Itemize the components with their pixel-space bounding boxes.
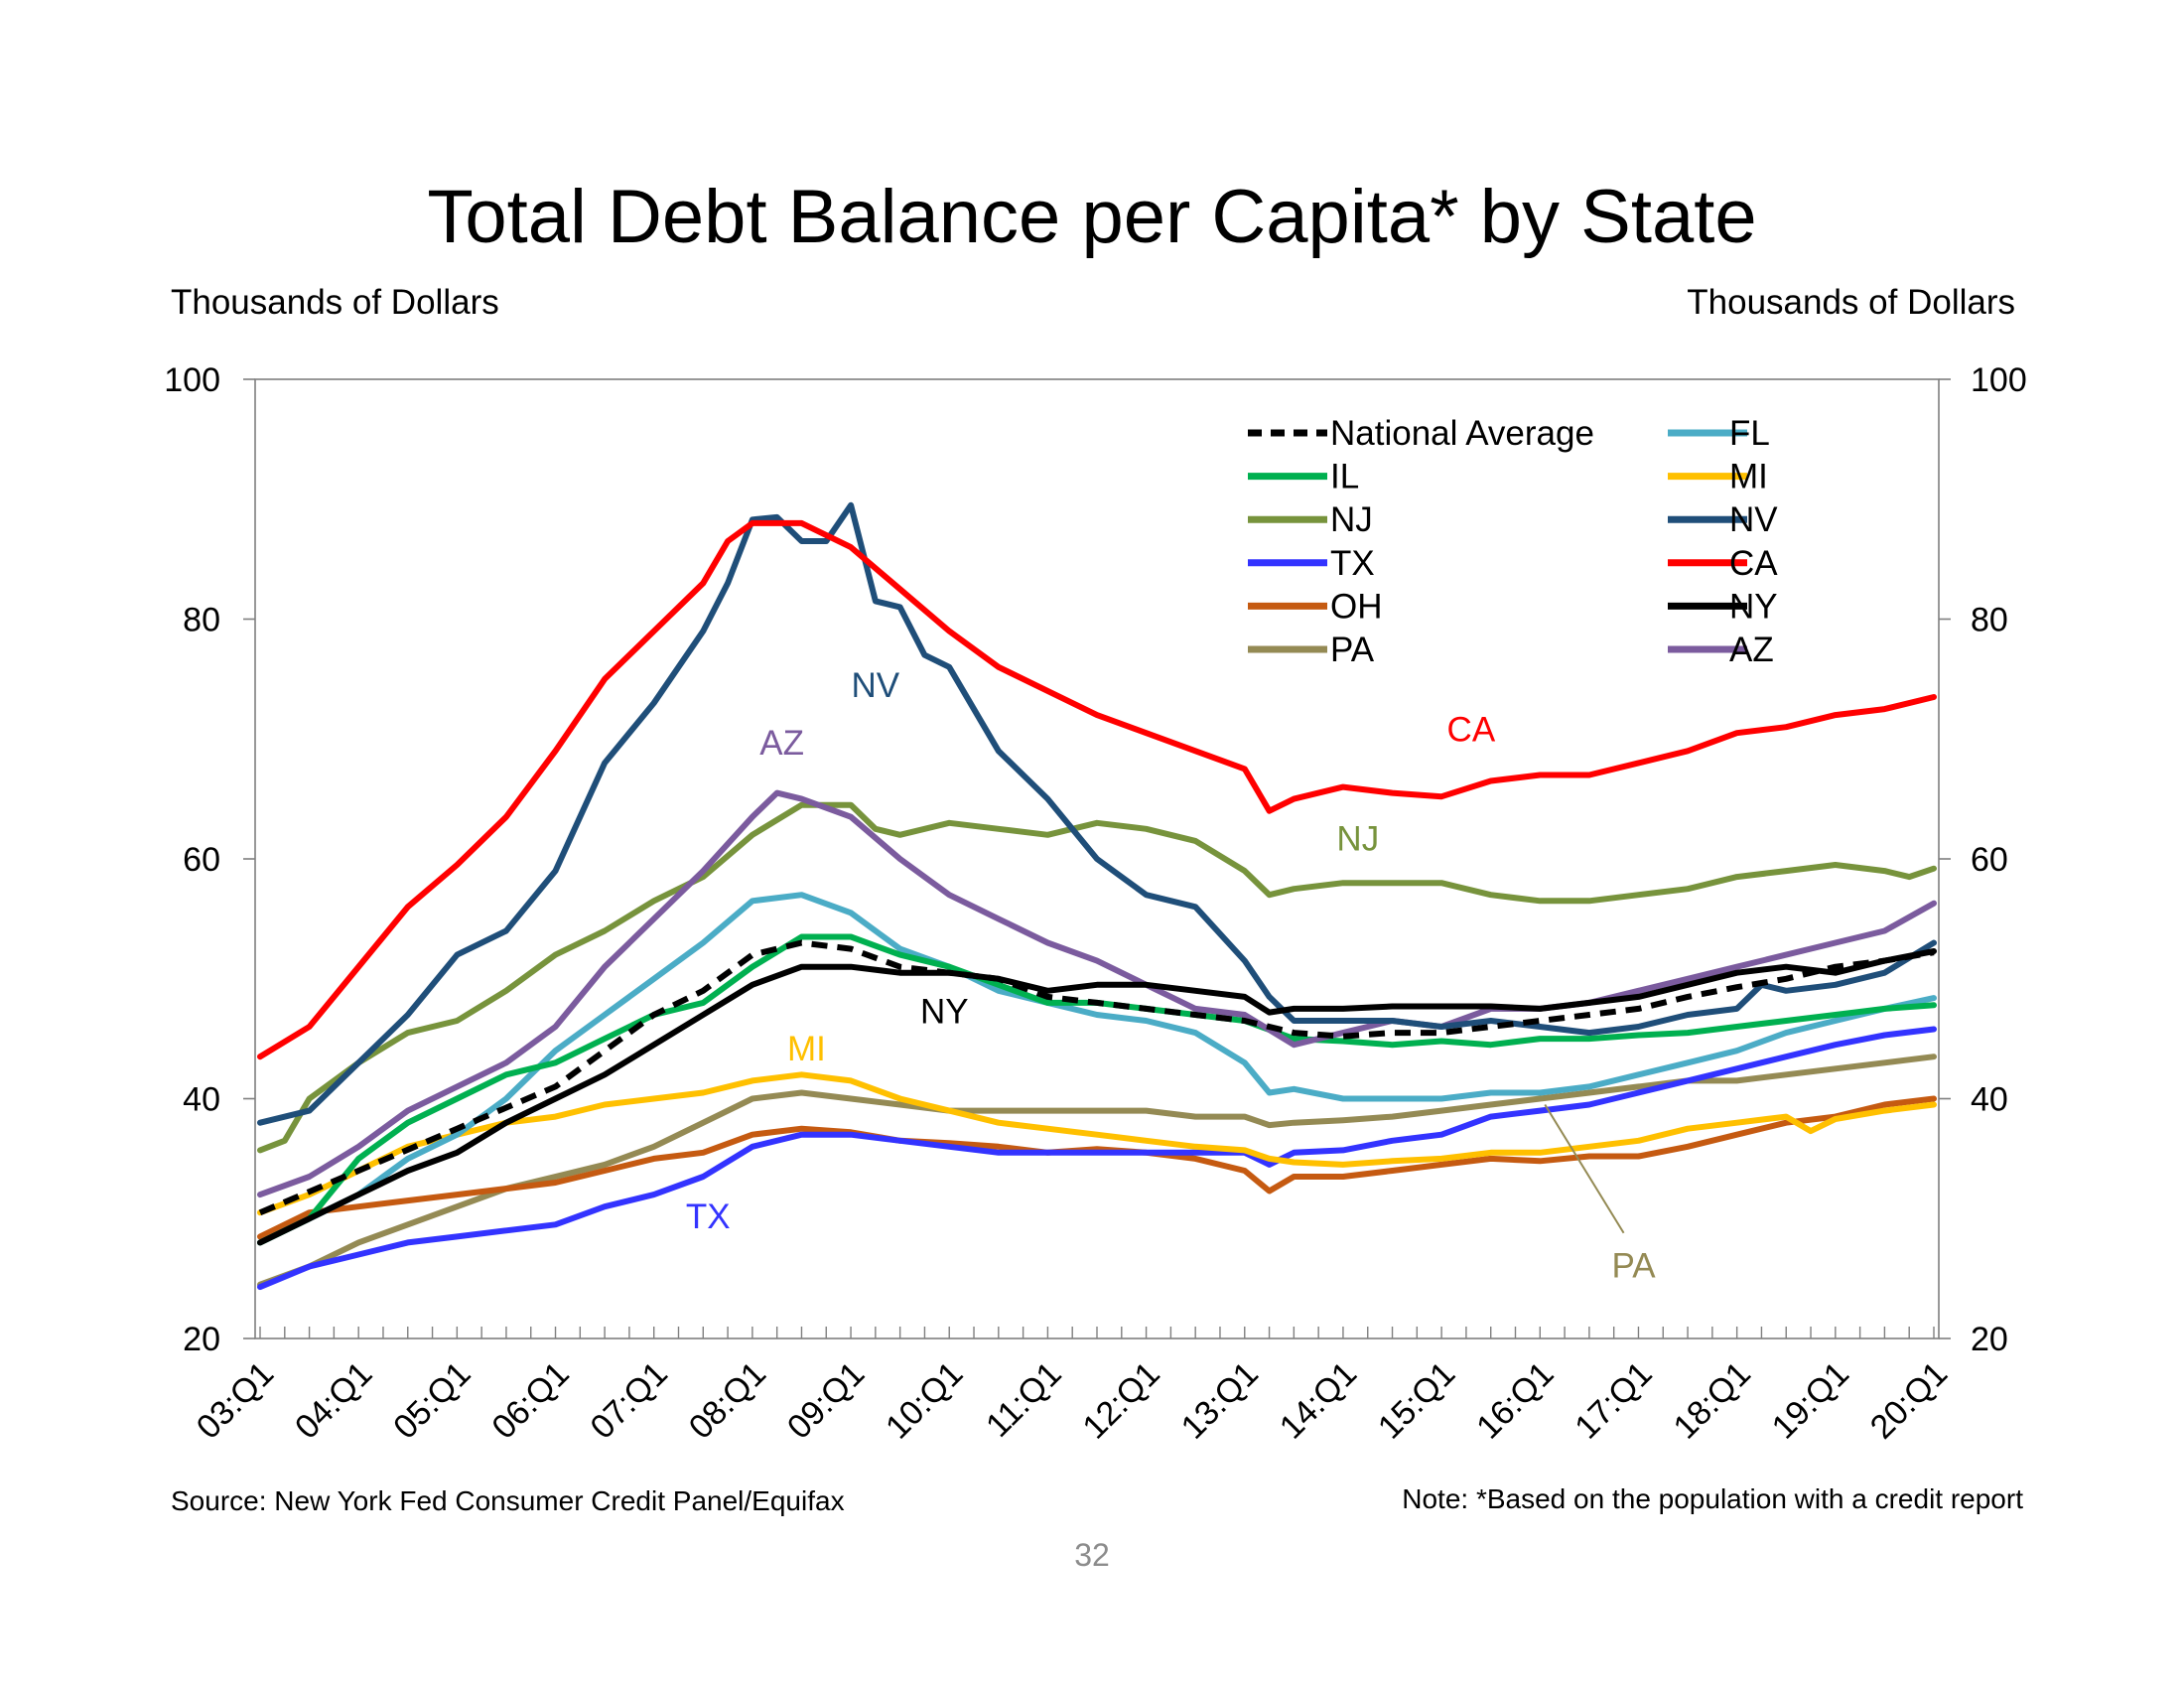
series-annotation-mi: MI	[787, 1030, 826, 1068]
y-axis-unit-right: Thousands of Dollars	[1687, 283, 2015, 322]
series-annotation-ny: NY	[920, 992, 969, 1031]
legend-label-ny: NY	[1729, 587, 1778, 626]
x-tick-label: 06:Q1	[484, 1354, 576, 1446]
series-annotation-nj: NJ	[1336, 820, 1379, 859]
series-line-ca	[257, 519, 1937, 1060]
y-tick-label-left: 20	[183, 1321, 220, 1358]
series-line-nj	[257, 801, 1937, 1154]
x-tick-label: 10:Q1	[879, 1354, 970, 1446]
y-tick-label-right: 20	[1971, 1321, 2008, 1358]
x-tick-label: 03:Q1	[190, 1354, 281, 1446]
legend-label-il: IL	[1330, 458, 1359, 496]
legend-label-nj: NJ	[1330, 500, 1373, 539]
x-tick-label: 04:Q1	[288, 1354, 379, 1446]
y-tick-label-right: 100	[1971, 361, 2027, 399]
y-tick-label-right: 40	[1971, 1081, 2008, 1119]
series-line-az	[257, 789, 1937, 1198]
y-tick-label-left: 100	[164, 361, 220, 399]
x-tick-label: 08:Q1	[682, 1354, 773, 1446]
legend-label-nv: NV	[1729, 500, 1778, 539]
x-tick-label: 20:Q1	[1863, 1354, 1955, 1446]
series-line-fl	[257, 892, 1937, 1246]
legend-label-pa: PA	[1330, 631, 1375, 669]
y-tick-label-left: 60	[183, 841, 220, 879]
series-line-pa	[257, 1054, 1937, 1288]
x-tick-label: 05:Q1	[386, 1354, 478, 1446]
series-annotation-ca: CA	[1447, 711, 1496, 750]
series-line-national-average	[258, 939, 1935, 1215]
series-annotation-pa: PA	[1611, 1246, 1656, 1285]
y-tick-label-right: 80	[1971, 602, 2008, 639]
y-tick-label-left: 40	[183, 1081, 220, 1119]
legend-label-oh: OH	[1330, 587, 1383, 626]
x-tick-label: 13:Q1	[1174, 1354, 1266, 1446]
x-tick-label: 14:Q1	[1273, 1354, 1364, 1446]
series-line-mi	[257, 1071, 1937, 1216]
series-annotation-nv: NV	[852, 666, 900, 705]
legend-label-ca: CA	[1729, 544, 1778, 583]
legend-label-national-average: National Average	[1330, 414, 1594, 453]
series-line-nv	[257, 501, 1937, 1126]
series-annotation-tx: TX	[686, 1197, 731, 1236]
legend-label-mi: MI	[1729, 458, 1768, 496]
x-tick-label: 09:Q1	[780, 1354, 872, 1446]
legend-label-fl: FL	[1729, 414, 1770, 453]
y-axis-unit-left: Thousands of Dollars	[171, 283, 499, 322]
series-annotation-az: AZ	[759, 724, 804, 763]
x-tick-label: 17:Q1	[1568, 1354, 1659, 1446]
x-tick-label: 11:Q1	[979, 1354, 1069, 1445]
chart-title: Total Debt Balance per Capita* by State	[427, 175, 1757, 259]
footnote: Note: *Based on the population with a cr…	[1402, 1483, 2023, 1514]
source-note: Source: New York Fed Consumer Credit Pan…	[171, 1485, 845, 1516]
series-line-ny	[257, 948, 1937, 1246]
pa-pointer-line	[1544, 1104, 1625, 1234]
x-tick-label: 07:Q1	[584, 1354, 675, 1446]
x-tick-label: 16:Q1	[1469, 1354, 1561, 1446]
x-tick-label: 18:Q1	[1666, 1354, 1757, 1446]
y-tick-label-left: 80	[183, 602, 220, 639]
legend-label-tx: TX	[1330, 544, 1375, 583]
x-tick-label: 15:Q1	[1371, 1354, 1462, 1446]
y-tick-label-right: 60	[1971, 841, 2008, 879]
x-tick-label: 12:Q1	[1075, 1354, 1166, 1446]
page-number: 32	[1074, 1537, 1110, 1573]
x-tick-label: 19:Q1	[1765, 1354, 1856, 1446]
legend-label-az: AZ	[1729, 631, 1774, 669]
series-line-tx	[257, 1026, 1937, 1291]
